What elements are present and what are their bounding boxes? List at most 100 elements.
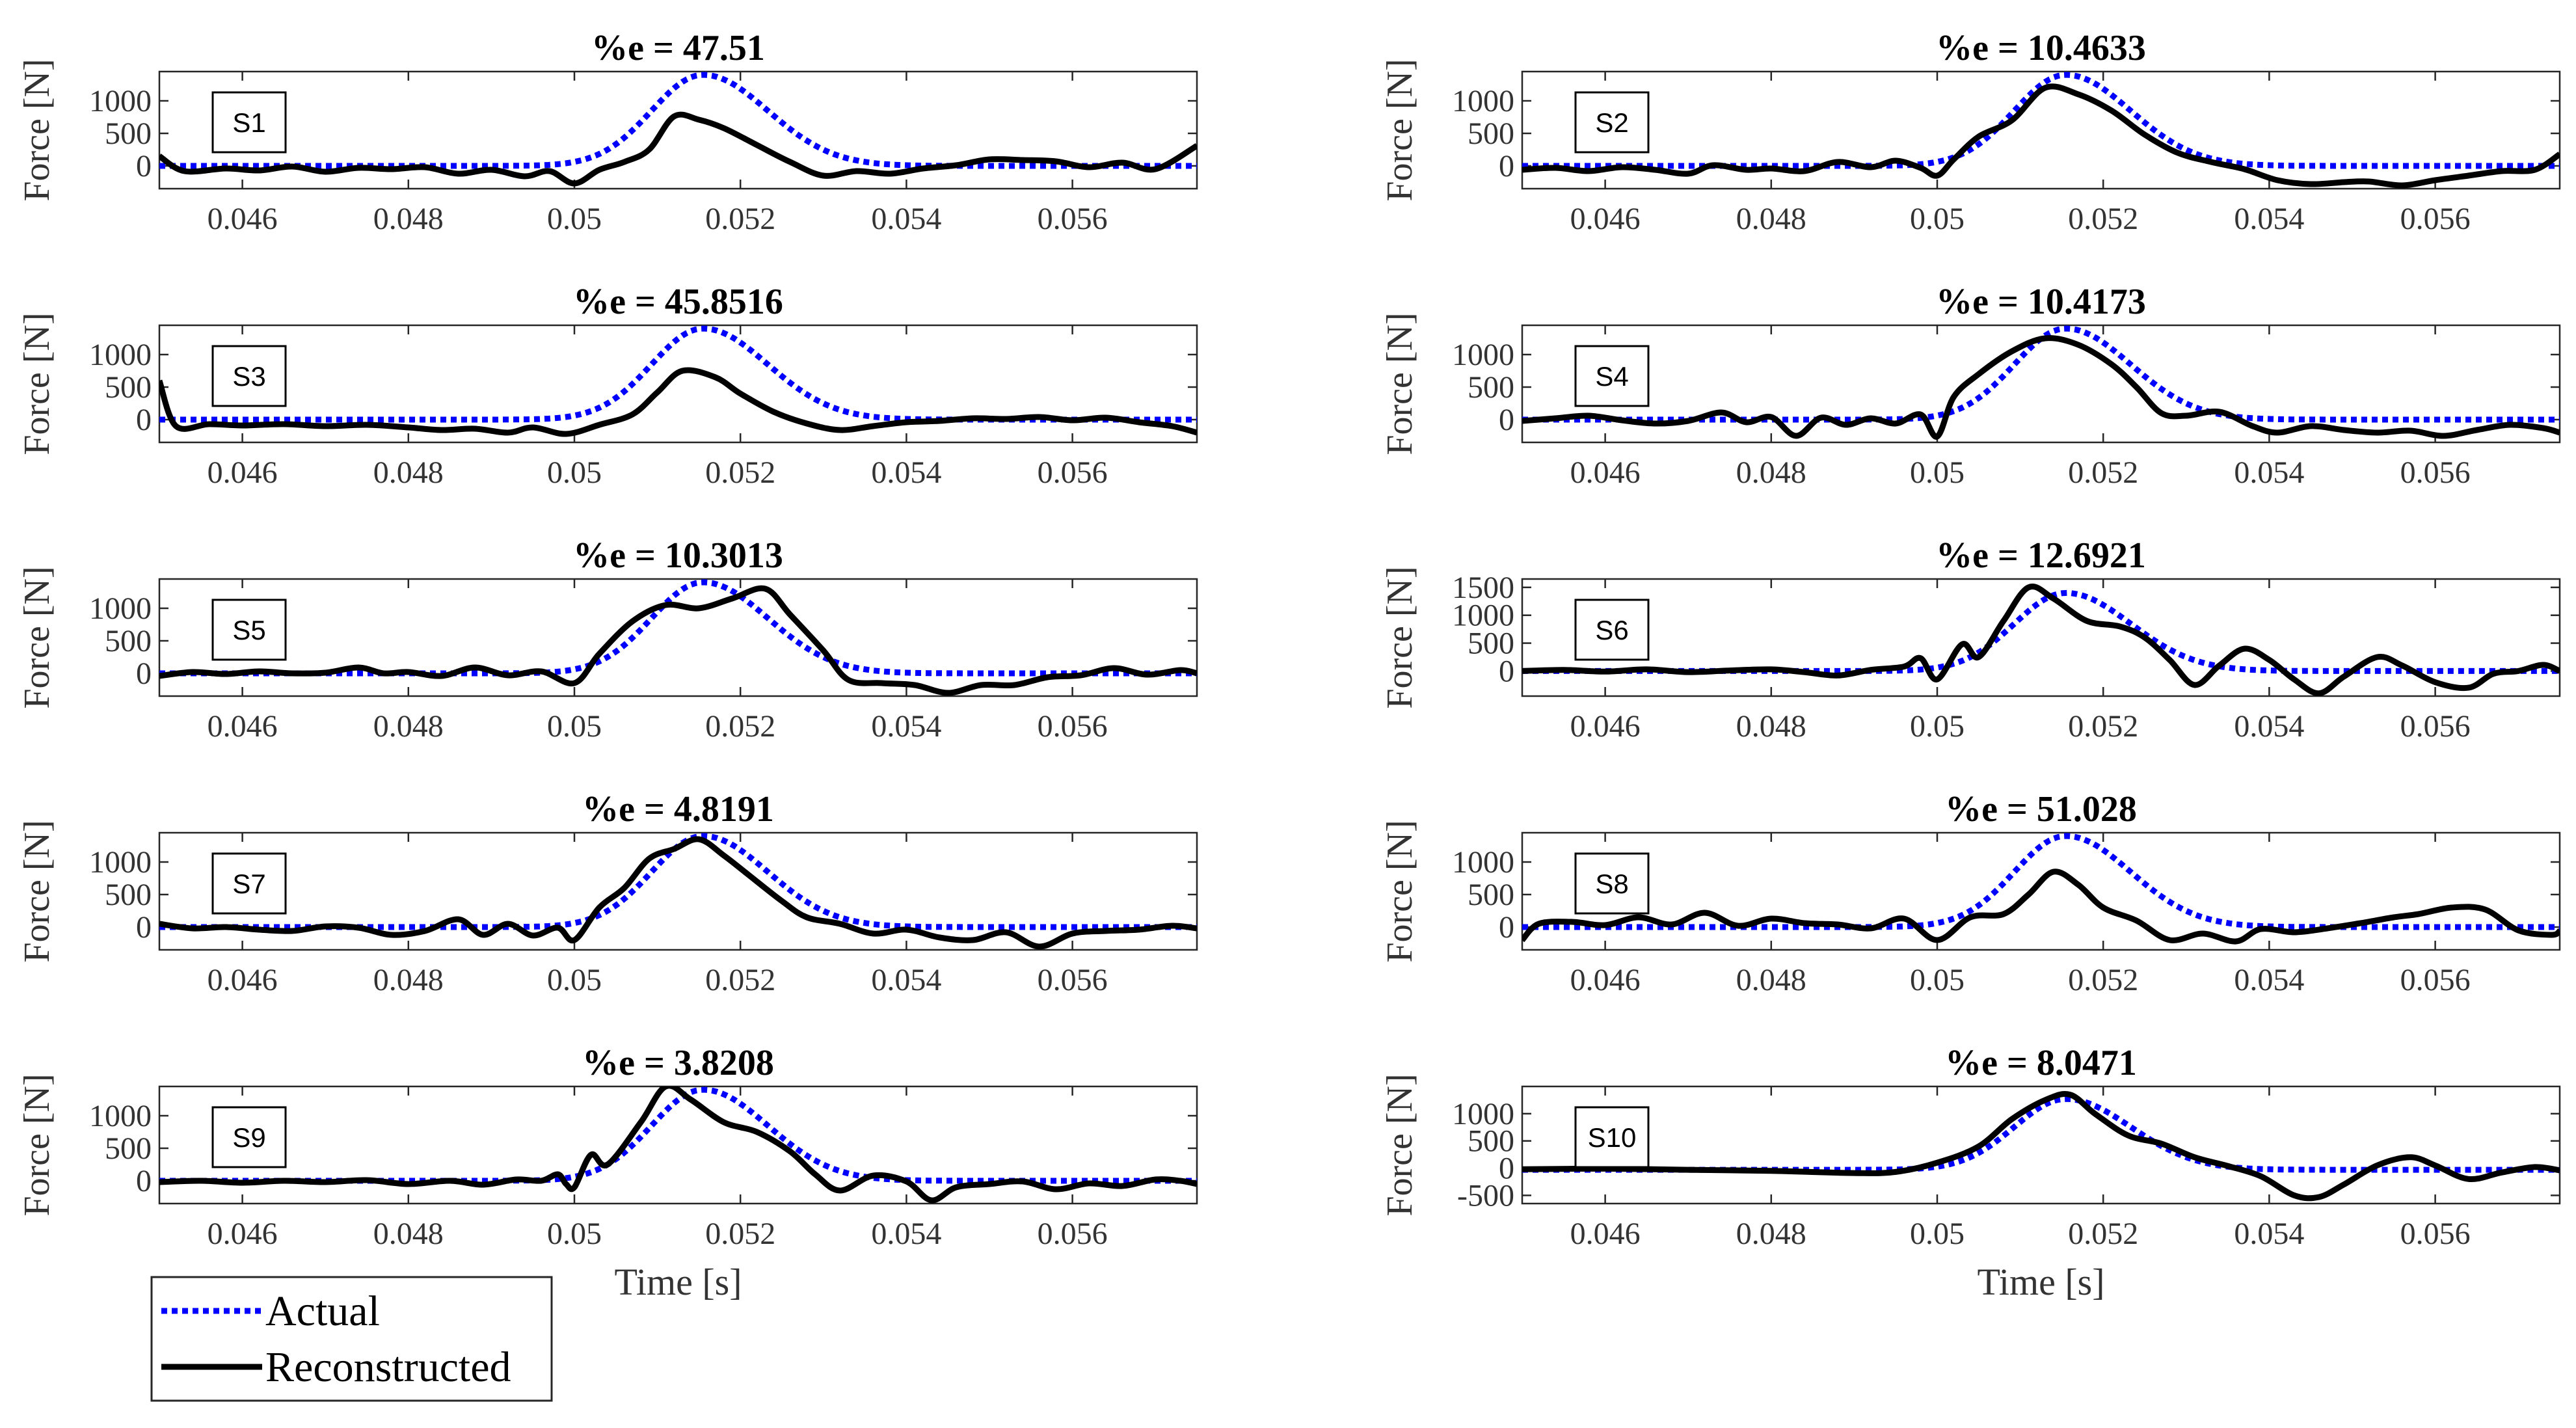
sensor-tag-label: S4 bbox=[1595, 361, 1628, 392]
y-tick-label: 1000 bbox=[89, 84, 152, 118]
x-tick-label: 0.052 bbox=[2068, 709, 2138, 744]
x-tick-label: 0.05 bbox=[1910, 709, 1965, 744]
x-tick-label: 0.052 bbox=[2068, 455, 2138, 490]
y-axis-label: Force [N] bbox=[17, 566, 57, 708]
y-axis-label: Force [N] bbox=[1380, 59, 1420, 201]
axes-box bbox=[158, 324, 1198, 444]
x-tick-label: 0.054 bbox=[871, 709, 941, 744]
x-tick-label: 0.052 bbox=[705, 202, 775, 236]
y-tick-label: 0 bbox=[1499, 149, 1514, 183]
axes-box bbox=[1521, 324, 2561, 444]
x-tick-label: 0.048 bbox=[1736, 455, 1806, 490]
y-tick-label: 500 bbox=[1468, 370, 1514, 405]
sensor-tag-label: S8 bbox=[1595, 869, 1628, 899]
x-tick-label: 0.048 bbox=[373, 202, 444, 236]
x-tick-label: 0.05 bbox=[1910, 963, 1965, 997]
y-tick-label: 1000 bbox=[1452, 845, 1514, 880]
x-tick-label: 0.056 bbox=[1038, 963, 1108, 997]
series-reconstructed bbox=[159, 585, 1197, 696]
x-axis-label: Time [s] bbox=[1977, 1261, 2104, 1303]
y-tick-label: 500 bbox=[105, 878, 152, 912]
series-reconstructed bbox=[1522, 335, 2560, 440]
panel-title: %e = 3.8208 bbox=[582, 1043, 774, 1083]
sensor-tag-label: S1 bbox=[232, 107, 265, 138]
x-tick-label: 0.046 bbox=[1570, 455, 1641, 490]
y-tick-label: 1000 bbox=[89, 1099, 152, 1133]
panel-s6: 0.046 0.048 0.05 0.052 0.054 0.056 05001000150… bbox=[1380, 535, 2561, 744]
legend: Actual Reconstructed bbox=[150, 1276, 553, 1402]
y-tick-label: 0 bbox=[136, 403, 152, 437]
x-tick-label: 0.05 bbox=[547, 1217, 602, 1251]
panel-title: %e = 12.6921 bbox=[1936, 535, 2146, 576]
x-tick-label: 0.048 bbox=[1736, 202, 1806, 236]
series-reconstructed bbox=[159, 836, 1197, 950]
legend-label-actual: Actual bbox=[265, 1287, 380, 1335]
sensor-tag-box bbox=[1574, 852, 1650, 915]
x-tick-label: 0.048 bbox=[373, 709, 444, 744]
series-reconstructed bbox=[1522, 1091, 2560, 1202]
sensor-tag-box bbox=[211, 91, 287, 154]
y-tick-label: 1000 bbox=[1452, 599, 1514, 633]
x-tick-label: 0.052 bbox=[705, 963, 775, 997]
x-tick-label: 0.046 bbox=[1570, 963, 1641, 997]
x-tick-label: 0.056 bbox=[2400, 963, 2471, 997]
series-reconstructed bbox=[1522, 869, 2560, 945]
x-tick-label: 0.056 bbox=[1038, 1217, 1108, 1251]
x-tick-label: 0.046 bbox=[208, 202, 278, 236]
sensor-tag-box bbox=[211, 852, 287, 915]
y-axis-label: Force [N] bbox=[1380, 312, 1420, 455]
legend-box bbox=[150, 1276, 553, 1402]
sensor-tag-label: S6 bbox=[1595, 615, 1628, 645]
panel-title: %e = 10.3013 bbox=[573, 535, 783, 576]
series-actual bbox=[1522, 72, 2560, 169]
x-tick-label: 0.046 bbox=[208, 455, 278, 490]
x-tick-label: 0.054 bbox=[2234, 1217, 2304, 1251]
series-actual bbox=[1522, 1096, 2560, 1173]
y-tick-label: 1000 bbox=[1452, 84, 1514, 118]
series-reconstructed bbox=[159, 1086, 1197, 1204]
x-tick-label: 0.052 bbox=[705, 709, 775, 744]
y-tick-label: 0 bbox=[136, 656, 152, 691]
y-tick-label: 0 bbox=[1499, 1152, 1514, 1186]
y-axis-label: Force [N] bbox=[1380, 1073, 1420, 1216]
x-tick-label: 0.056 bbox=[1038, 455, 1108, 490]
y-tick-label: 1000 bbox=[1452, 1097, 1514, 1131]
x-tick-label: 0.05 bbox=[547, 963, 602, 997]
y-tick-label: 500 bbox=[1468, 626, 1514, 661]
panel-title: %e = 10.4633 bbox=[1936, 28, 2146, 68]
y-axis-label: Force [N] bbox=[17, 59, 57, 201]
x-tick-label: 0.048 bbox=[373, 455, 444, 490]
y-tick-label: 500 bbox=[105, 624, 152, 658]
y-tick-label: 1000 bbox=[89, 591, 152, 626]
x-tick-label: 0.056 bbox=[2400, 202, 2471, 236]
x-tick-label: 0.054 bbox=[2234, 709, 2304, 744]
panel-title: %e = 51.028 bbox=[1945, 789, 2137, 829]
y-tick-label: 0 bbox=[136, 149, 152, 183]
series-reconstructed bbox=[1522, 584, 2560, 696]
x-tick-label: 0.052 bbox=[2068, 963, 2138, 997]
x-tick-label: 0.056 bbox=[1038, 202, 1108, 236]
x-tick-label: 0.05 bbox=[547, 709, 602, 744]
x-tick-label: 0.048 bbox=[373, 963, 444, 997]
x-tick-label: 0.052 bbox=[2068, 202, 2138, 236]
x-tick-label: 0.056 bbox=[2400, 709, 2471, 744]
x-tick-label: 0.056 bbox=[2400, 1217, 2471, 1251]
y-tick-label: -500 bbox=[1457, 1178, 1514, 1213]
x-tick-label: 0.054 bbox=[871, 202, 941, 236]
series-reconstructed bbox=[159, 111, 1197, 187]
y-tick-label: 500 bbox=[105, 1131, 152, 1166]
axes-box bbox=[158, 578, 1198, 697]
sensor-tag-label: S5 bbox=[232, 615, 265, 645]
panel-title: %e = 47.51 bbox=[591, 28, 765, 68]
y-tick-label: 500 bbox=[1468, 878, 1514, 912]
x-tick-label: 0.054 bbox=[871, 963, 941, 997]
panel-title: %e = 10.4173 bbox=[1936, 282, 2146, 322]
panel-title: %e = 4.8191 bbox=[582, 789, 774, 829]
x-tick-label: 0.056 bbox=[2400, 455, 2471, 490]
sensor-tag-box bbox=[1574, 1106, 1650, 1168]
axes-box bbox=[1521, 578, 2561, 697]
